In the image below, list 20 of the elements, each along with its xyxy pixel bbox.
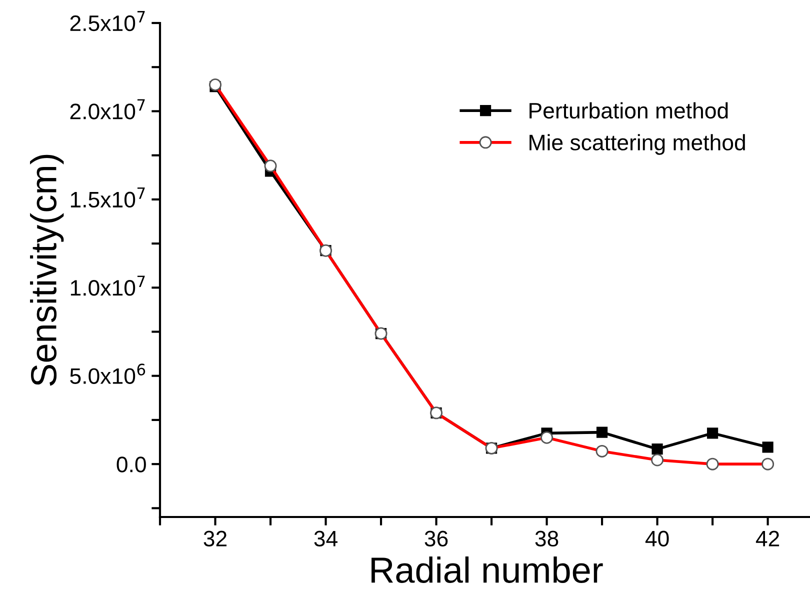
- y-tick-label: 1.5x10$^{7}$: [70, 187, 145, 208]
- point: [596, 426, 608, 438]
- legend-label: Mie scattering method: [530, 134, 745, 155]
- legend-label: Perturbation method: [530, 102, 728, 119]
- y-tick-label: 2.0x10$^{7}$: [70, 99, 145, 120]
- x-tick-label: 36: [424, 530, 448, 547]
- y-tick-label: 5.0x10$^{6}$: [70, 364, 146, 384]
- point: [762, 442, 774, 453]
- y-tick-label: 1.0x10$^{7}$: [70, 276, 145, 296]
- y-axis-title: Sensitivity(cm): [30, 154, 64, 386]
- y-tick-label: 2.5x10$^{7}$: [70, 11, 145, 32]
- x-tick-label: 34: [314, 530, 338, 547]
- point: [706, 428, 718, 439]
- x-axis-title: Radial number: [372, 556, 603, 583]
- x-tick-label: 38: [535, 530, 558, 547]
- point: [652, 444, 663, 455]
- x-tick-label: 40: [645, 530, 669, 547]
- y-tick-label: 0.0: [116, 456, 146, 472]
- x-tick-label: 42: [756, 530, 780, 546]
- x-tick-label: 32: [204, 530, 226, 547]
